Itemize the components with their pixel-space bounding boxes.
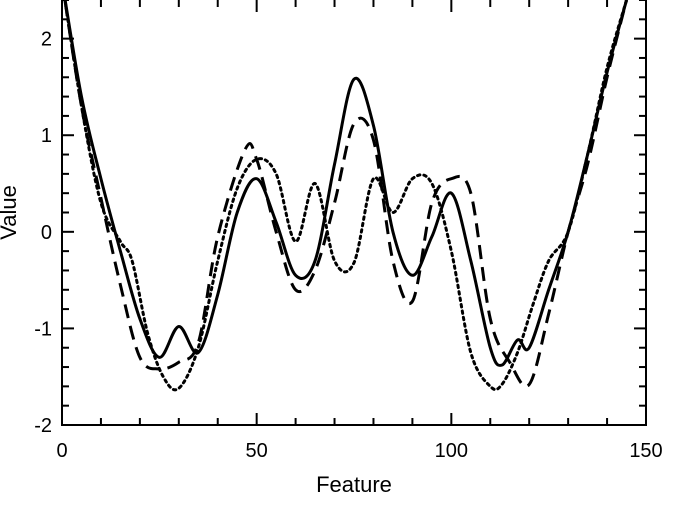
plot-frame	[61, 0, 647, 426]
y-tick-label: -2	[34, 415, 52, 437]
y-tick-label: 0	[41, 222, 52, 244]
series-layer	[63, 0, 629, 392]
x-tick-label: 150	[629, 440, 662, 462]
x-axis-title: Feature	[316, 472, 392, 497]
y-tick-label: 2	[41, 29, 52, 51]
series-line-solid	[63, 0, 628, 367]
y-tick-label: -1	[34, 318, 52, 340]
x-tick-label: 0	[56, 440, 67, 462]
series-line-dashed	[63, 0, 628, 388]
y-tick-label: 1	[41, 125, 52, 147]
x-tick-label: 100	[435, 440, 468, 462]
tick-layer: 0 50 100 150 -2 -1 0 1 2	[34, 0, 663, 462]
y-axis-title: Value	[0, 185, 21, 240]
x-tick-label: 50	[246, 440, 268, 462]
series-line-dotted	[63, 0, 629, 392]
